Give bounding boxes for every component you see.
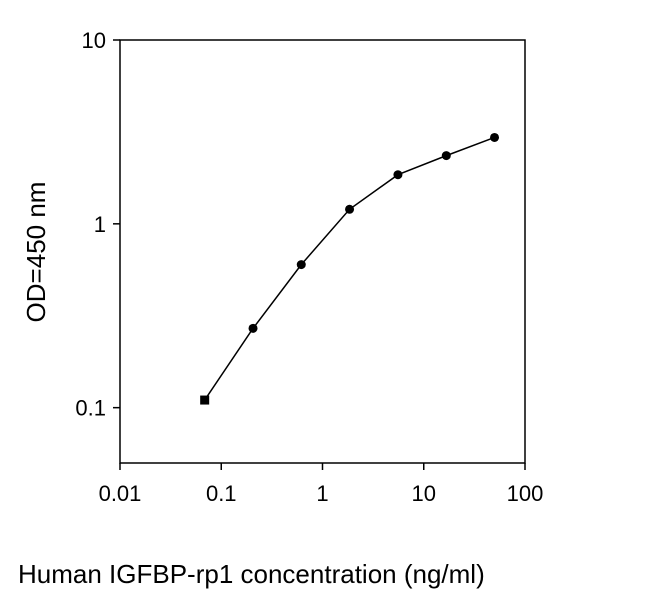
y-tick-label: 1 [94,212,106,237]
x-axis-ticks: 0.01 0.1 1 10 100 [99,463,544,506]
x-tick-label: 100 [507,481,544,506]
data-point [490,132,500,142]
x-tick-label: 10 [412,481,436,506]
x-axis-title: Human IGFBP-rp1 concentration (ng/ml) [18,559,485,589]
y-tick-label: 0.1 [75,396,106,421]
data-point [296,260,306,270]
data-point [345,204,355,214]
data-point [248,323,258,333]
data-point [393,170,403,180]
series-line [204,136,495,401]
y-axis-ticks: 0.1 1 10 [75,28,120,421]
x-tick-label: 0.01 [99,481,142,506]
x-tick-label: 0.1 [206,481,237,506]
series-layer [200,132,500,405]
data-point [441,151,451,161]
plot-area-frame [119,39,526,464]
data-point [200,395,210,405]
y-axis-title: OD=450 nm [21,182,51,323]
x-tick-label: 1 [316,481,328,506]
y-tick-label: 10 [82,28,106,53]
